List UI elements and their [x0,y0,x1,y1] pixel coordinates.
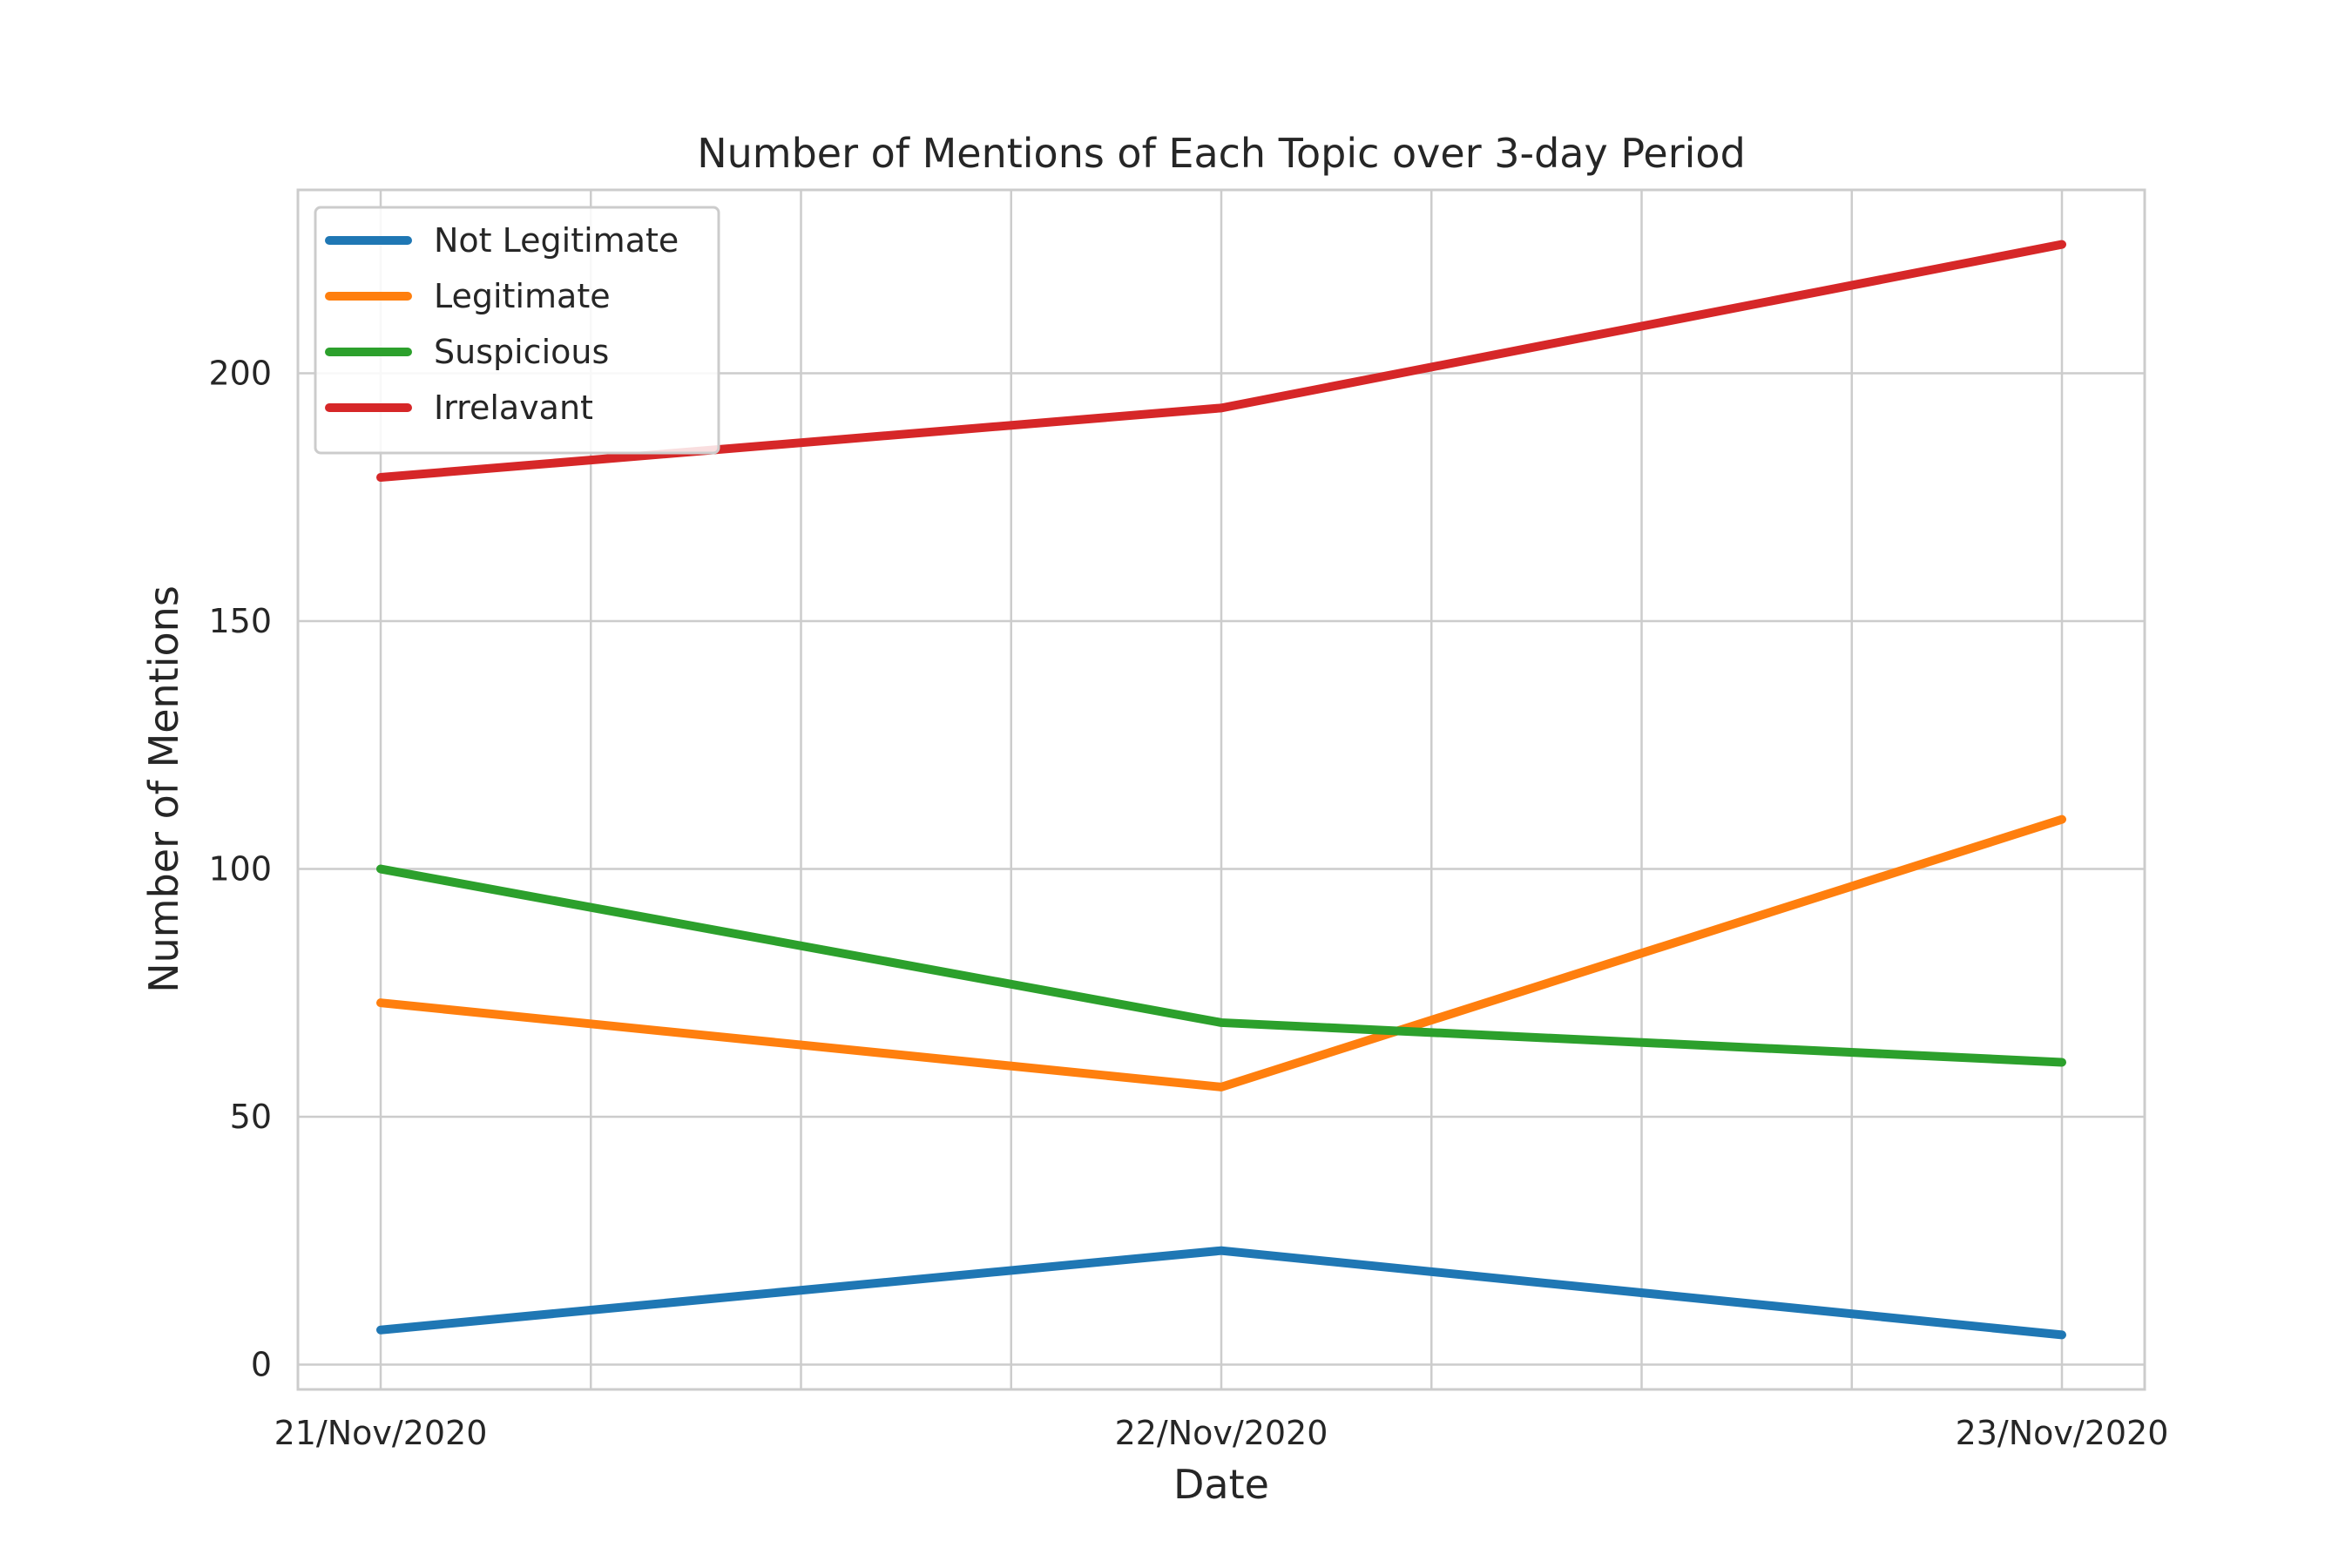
legend-box [314,206,720,455]
x-tick-label: 22/Nov/2020 [1115,1414,1328,1452]
chart-title: Number of Mentions of Each Topic over 3-… [697,130,1746,177]
x-tick-labels: 21/Nov/2020 22/Nov/2020 23/Nov/2020 [274,1414,2169,1452]
y-tick-labels: 0 50 100 150 200 [208,355,272,1384]
legend-label: Legitimate [434,277,611,315]
series-line-not-legitimate [376,1246,2066,1340]
grid [298,190,2145,1389]
legend-label: Irrelavant [434,389,593,427]
series-line-legitimate [376,814,2066,1092]
y-axis-label: Number of Mentions [140,585,187,993]
x-axis-label: Date [1173,1461,1269,1508]
series-layer [376,240,2066,1340]
legend-label: Not Legitimate [434,221,679,260]
y-tick-label: 100 [208,850,272,889]
y-tick-label: 0 [251,1346,272,1384]
legend: Not Legitimate Legitimate Suspicious Irrela… [314,206,720,455]
y-tick-label: 150 [208,602,272,640]
y-tick-label: 200 [208,355,272,393]
legend-label: Suspicious [434,333,609,371]
x-tick-label: 21/Nov/2020 [274,1414,488,1452]
plot-frame [296,188,2146,1391]
series-line-suspicious [376,864,2066,1067]
x-tick-label: 23/Nov/2020 [1956,1414,2169,1452]
y-tick-label: 50 [230,1098,272,1136]
